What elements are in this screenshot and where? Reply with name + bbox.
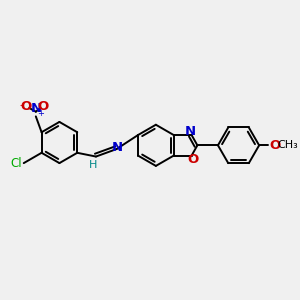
Text: H: H [89, 160, 97, 170]
Text: O: O [187, 153, 198, 166]
Text: N: N [185, 125, 196, 138]
Text: O: O [269, 139, 281, 152]
Text: -: - [20, 100, 24, 110]
Text: CH₃: CH₃ [278, 140, 298, 150]
Text: O: O [21, 100, 32, 112]
Text: Cl: Cl [10, 157, 22, 169]
Text: O: O [38, 100, 49, 112]
Text: N: N [30, 103, 41, 116]
Text: +: + [37, 109, 44, 118]
Text: N: N [112, 141, 123, 154]
